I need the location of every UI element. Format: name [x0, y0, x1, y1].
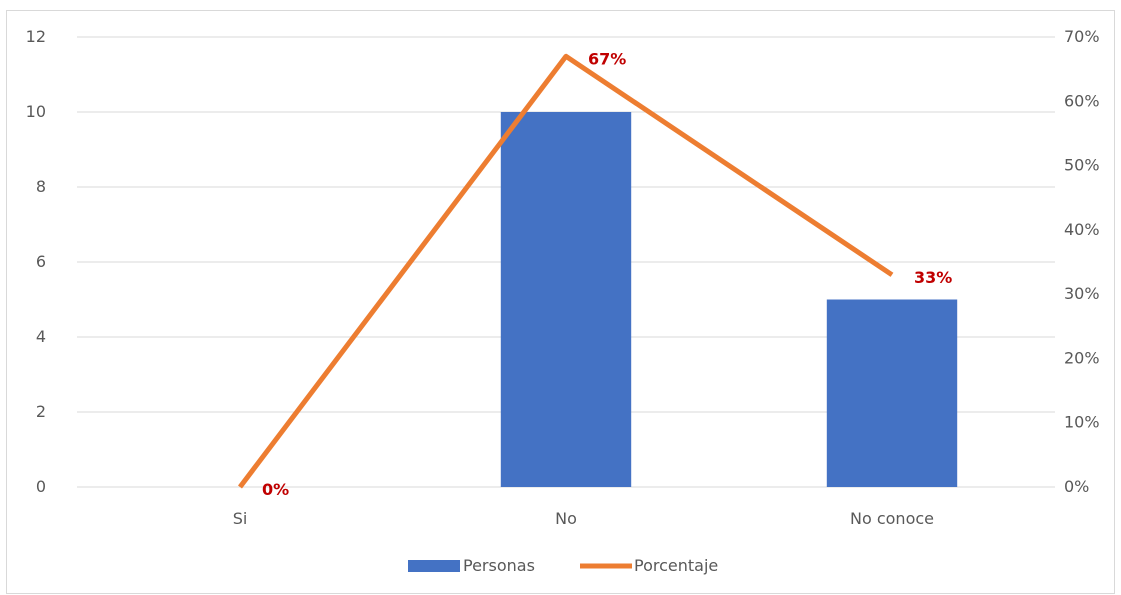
- left-tick-label: 2: [36, 402, 46, 421]
- left-axis-ticks: 0 2 4 6 8 10 12: [26, 27, 46, 496]
- legend-label-porcentaje: Porcentaje: [634, 556, 718, 575]
- left-tick-label: 0: [36, 477, 46, 496]
- data-label: 33%: [914, 268, 952, 287]
- right-axis-ticks: 0% 10% 20% 30% 40% 50% 60% 70%: [1064, 27, 1100, 496]
- legend-swatch-personas: [408, 560, 460, 572]
- data-labels: 0% 67% 33%: [262, 49, 952, 499]
- left-tick-label: 6: [36, 252, 46, 271]
- left-tick-label: 12: [26, 27, 46, 46]
- line-series-porcentaje: [238, 53, 894, 489]
- right-tick-label: 70%: [1064, 27, 1100, 46]
- category-axis-labels: Si No No conoce: [233, 509, 934, 528]
- right-tick-label: 30%: [1064, 284, 1100, 303]
- legend-label-personas: Personas: [463, 556, 535, 575]
- right-tick-label: 50%: [1064, 156, 1100, 175]
- bar-series-personas: [500, 112, 958, 487]
- category-label: No conoce: [850, 509, 934, 528]
- category-label: No: [555, 509, 577, 528]
- data-label: 0%: [262, 480, 289, 499]
- left-tick-label: 10: [26, 102, 46, 121]
- legend: Personas Porcentaje: [408, 556, 718, 575]
- left-tick-label: 4: [36, 327, 46, 346]
- category-label: Si: [233, 509, 248, 528]
- bar: [500, 112, 632, 487]
- right-tick-label: 20%: [1064, 348, 1100, 367]
- line-path: [238, 53, 894, 489]
- right-tick-label: 10%: [1064, 413, 1100, 432]
- right-tick-label: 40%: [1064, 220, 1100, 239]
- data-label: 67%: [588, 49, 626, 68]
- left-tick-label: 8: [36, 177, 46, 196]
- right-tick-label: 0%: [1064, 477, 1089, 496]
- right-tick-label: 60%: [1064, 91, 1100, 110]
- bar: [826, 299, 958, 487]
